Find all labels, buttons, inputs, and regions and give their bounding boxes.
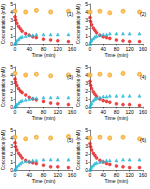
svg-text:5: 5 [10, 127, 13, 133]
svg-text:0: 0 [89, 46, 92, 52]
svg-text:120: 120 [125, 172, 134, 178]
svg-text:40: 40 [100, 46, 106, 52]
svg-text:Concentration (mM): Concentration (mM) [1, 130, 6, 170]
svg-text:1: 1 [10, 159, 13, 165]
svg-text:(4): (4) [140, 74, 146, 80]
svg-text:Time (min): Time (min) [32, 178, 56, 184]
svg-text:4: 4 [10, 135, 13, 141]
svg-text:4: 4 [85, 135, 88, 141]
svg-text:5: 5 [85, 1, 88, 7]
svg-text:2: 2 [10, 25, 13, 31]
svg-text:4: 4 [10, 9, 13, 15]
svg-text:3: 3 [85, 143, 88, 149]
svg-text:Concentration (mM): Concentration (mM) [76, 67, 81, 107]
svg-text:0: 0 [10, 41, 13, 47]
svg-text:0: 0 [14, 46, 17, 52]
svg-text:0: 0 [85, 41, 88, 47]
svg-text:3: 3 [85, 17, 88, 23]
svg-text:80: 80 [41, 172, 47, 178]
svg-text:Time (min): Time (min) [32, 115, 56, 121]
svg-text:5: 5 [85, 64, 88, 70]
svg-text:2: 2 [10, 88, 13, 94]
svg-text:Time (min): Time (min) [105, 115, 129, 121]
svg-text:80: 80 [41, 109, 47, 115]
svg-text:5: 5 [10, 64, 13, 70]
svg-text:2: 2 [85, 25, 88, 31]
svg-text:80: 80 [114, 172, 120, 178]
svg-text:Concentration (mM): Concentration (mM) [1, 67, 6, 107]
svg-text:2: 2 [85, 88, 88, 94]
svg-text:0: 0 [14, 109, 17, 115]
svg-text:40: 40 [26, 172, 32, 178]
svg-text:(3): (3) [67, 74, 73, 80]
svg-text:1: 1 [85, 33, 88, 39]
svg-text:160: 160 [139, 172, 148, 178]
svg-text:Concentration (mM): Concentration (mM) [1, 4, 6, 44]
svg-text:1: 1 [10, 96, 13, 102]
svg-text:3: 3 [10, 80, 13, 86]
svg-text:Concentration (mM): Concentration (mM) [76, 4, 81, 44]
svg-text:120: 120 [54, 172, 63, 178]
svg-text:0: 0 [10, 104, 13, 110]
svg-text:(1): (1) [67, 11, 73, 17]
svg-text:1: 1 [85, 159, 88, 165]
svg-text:0: 0 [89, 172, 92, 178]
svg-text:120: 120 [54, 46, 63, 52]
svg-text:3: 3 [10, 17, 13, 23]
svg-text:1: 1 [10, 33, 13, 39]
svg-text:40: 40 [100, 172, 106, 178]
svg-text:Concentration (mM): Concentration (mM) [76, 130, 81, 170]
svg-text:2: 2 [10, 151, 13, 157]
svg-text:40: 40 [26, 109, 32, 115]
svg-text:80: 80 [41, 46, 47, 52]
svg-text:(5): (5) [67, 137, 73, 143]
svg-text:Time (min): Time (min) [105, 178, 129, 184]
svg-text:160: 160 [68, 109, 77, 115]
svg-text:4: 4 [85, 9, 88, 15]
svg-text:3: 3 [10, 143, 13, 149]
svg-text:40: 40 [26, 46, 32, 52]
svg-text:(6): (6) [140, 137, 146, 143]
svg-text:0: 0 [85, 167, 88, 173]
svg-text:120: 120 [125, 109, 134, 115]
svg-text:160: 160 [139, 46, 148, 52]
svg-text:160: 160 [139, 109, 148, 115]
svg-text:80: 80 [114, 109, 120, 115]
svg-text:4: 4 [10, 72, 13, 78]
svg-text:40: 40 [100, 109, 106, 115]
svg-text:0: 0 [85, 104, 88, 110]
svg-text:Time (min): Time (min) [105, 52, 129, 58]
svg-text:120: 120 [54, 109, 63, 115]
svg-text:0: 0 [89, 109, 92, 115]
svg-text:5: 5 [10, 1, 13, 7]
svg-text:2: 2 [85, 151, 88, 157]
svg-text:(2): (2) [140, 11, 146, 17]
svg-text:0: 0 [14, 172, 17, 178]
svg-text:Time (min): Time (min) [32, 52, 56, 58]
svg-text:3: 3 [85, 80, 88, 86]
svg-text:160: 160 [68, 172, 77, 178]
svg-text:5: 5 [85, 127, 88, 133]
svg-text:120: 120 [125, 46, 134, 52]
svg-text:4: 4 [85, 72, 88, 78]
svg-text:1: 1 [85, 96, 88, 102]
svg-text:80: 80 [114, 46, 120, 52]
svg-text:160: 160 [68, 46, 77, 52]
svg-text:0: 0 [10, 167, 13, 173]
